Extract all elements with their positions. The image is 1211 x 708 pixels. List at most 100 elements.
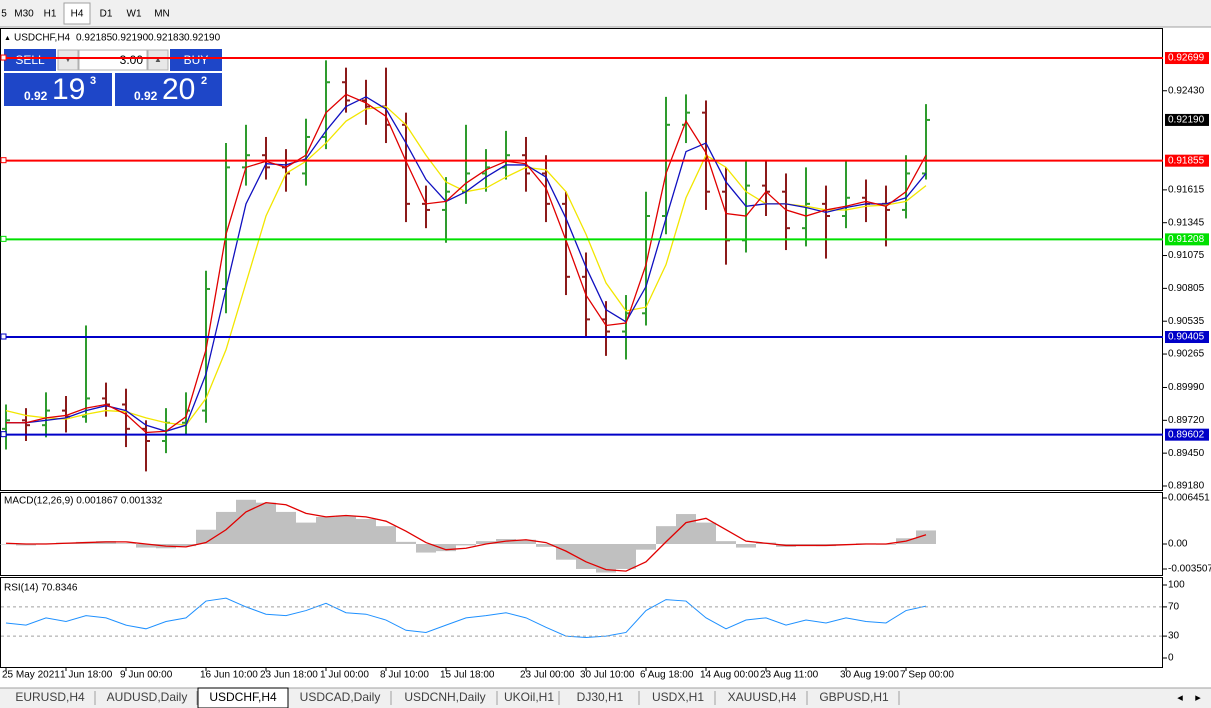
x-tick-label: 1 Jun 18:00 [60, 670, 113, 681]
one-click-trading: SELL ▼ 3.00 ▲ BUY 0.92 19 3 0.92 20 2 [3, 47, 223, 108]
y-tick-label: 0.91075 [1168, 250, 1205, 261]
level-handle [0, 431, 7, 438]
macd-histogram-bar [176, 543, 196, 547]
macd-histogram-bar [256, 502, 276, 544]
buy-label: BUY [184, 53, 209, 67]
bid-main: 19 [52, 73, 85, 106]
buy-button[interactable] [170, 49, 222, 71]
ask-big: 0.92 [134, 89, 158, 103]
x-tick-label: 15 Jul 18:00 [440, 670, 495, 681]
ask-box[interactable] [115, 73, 222, 106]
ask-main: 20 [162, 73, 195, 106]
x-tick-label: 9 Jun 00:00 [120, 670, 173, 681]
lots-down-arrow: ▼ [64, 55, 72, 64]
level-handle [0, 333, 7, 340]
timeframe-button[interactable]: H4 [71, 9, 84, 20]
macd-histogram-bar [436, 543, 456, 552]
toolbar-button-active [63, 2, 91, 25]
y-tick-label: 0.006451 [1168, 493, 1210, 504]
symbol-tab[interactable]: EURUSD,H4 [15, 690, 85, 704]
level-handle [0, 235, 7, 242]
macd-histogram-bar [596, 543, 616, 573]
macd-histogram-bar [636, 543, 656, 550]
plot [2, 60, 930, 472]
sell-button[interactable] [4, 49, 56, 71]
level-label: 0.90405 [1168, 332, 1205, 343]
active-tab-bg [197, 687, 289, 708]
moving-average [6, 93, 927, 434]
x-tick-label: 30 Aug 19:00 [840, 670, 899, 681]
macd-histogram-bar [616, 543, 636, 569]
y-tick-label: 0.00 [1168, 539, 1188, 550]
y-tick-label: 70 [1168, 602, 1180, 613]
macd-histogram-bar [196, 529, 216, 544]
macd-histogram-bar [916, 530, 936, 544]
header-price: 0.92183 [148, 33, 185, 44]
timeframe-button[interactable]: H1 [44, 9, 57, 20]
macd-histogram-bar [376, 526, 396, 544]
symbol-tab[interactable]: AUDUSD,Daily [107, 690, 188, 704]
x-tick-label: 1 Jul 00:00 [320, 670, 369, 681]
timeframe-button[interactable]: MN [154, 9, 170, 20]
toolbar-bg [0, 0, 1211, 27]
symbol-tab[interactable]: USDCHF,H4 [209, 690, 277, 704]
timeframe-button[interactable]: M30 [14, 9, 34, 20]
macd-histogram-bar [536, 543, 556, 547]
symbol-label: USDCHF,H4 [14, 33, 71, 44]
x-tick-label: 8 Jul 10:00 [380, 670, 429, 681]
symbol-tab[interactable]: USDCNH,Daily [404, 690, 485, 704]
header-arrow: ▲ [4, 35, 11, 42]
lots-value: 3.00 [120, 53, 144, 67]
macd-histogram-bar [736, 543, 756, 548]
main-panel-frame [0, 28, 1163, 491]
level-handle [0, 157, 7, 164]
symbol-tab[interactable]: XAUUSD,H4 [728, 690, 797, 704]
y-tick-label: 0 [1168, 653, 1174, 664]
lots-up-arrow: ▲ [154, 55, 162, 64]
symbol-tab[interactable]: GBPUSD,H1 [819, 690, 889, 704]
macd-histogram-bar [476, 541, 496, 544]
level-label: 0.92699 [1168, 53, 1205, 64]
lots-input[interactable] [78, 49, 148, 71]
tab-scroll-right[interactable]: ▸ [1195, 692, 1201, 704]
plot [5, 597, 927, 639]
x-tick-label: 23 Jun 18:00 [260, 670, 318, 681]
x-tick-label: 23 Jul 00:00 [520, 670, 575, 681]
macd-histogram-bar [456, 543, 476, 546]
current-price-label: 0.92190 [1168, 115, 1205, 126]
level-label: 0.89602 [1168, 429, 1205, 440]
macd-histogram-bar [576, 543, 596, 569]
symbol-tab[interactable]: USDX,H1 [652, 690, 704, 704]
level-label-bg [1165, 52, 1209, 65]
symbol-tab[interactable]: USDCAD,Daily [300, 690, 381, 704]
macd-histogram-bar [276, 511, 296, 544]
x-tick-label: 6 Aug 18:00 [640, 670, 694, 681]
macd-histogram-bar [416, 543, 436, 553]
indicator-title: MACD(12,26,9) 0.001867 0.001332 [4, 496, 163, 507]
level-label-bg [1165, 428, 1209, 441]
tab-scroll-left[interactable]: ◂ [1177, 692, 1183, 704]
level-label: 0.91855 [1168, 155, 1205, 166]
x-tick-label: 30 Jul 10:00 [580, 670, 635, 681]
symbol-tab[interactable]: UKOil,H1 [504, 690, 554, 704]
macd-histogram-bar [796, 543, 816, 546]
timeframe-button[interactable]: D1 [100, 9, 113, 20]
level-label-bg [1165, 233, 1209, 246]
timeframe-button[interactable]: 5 [1, 9, 7, 20]
macd-panel-frame [0, 492, 1163, 576]
y-tick-label: 0.92430 [1168, 85, 1205, 96]
bid-small: 3 [90, 75, 96, 87]
timeframe-button[interactable]: W1 [127, 9, 142, 20]
macd-histogram-bar [136, 543, 156, 548]
y-tick-label: 0.89720 [1168, 415, 1205, 426]
bid-box[interactable] [4, 73, 112, 106]
lots-down[interactable] [57, 49, 79, 71]
sell-label: SELL [15, 53, 45, 67]
y-tick-label: 100 [1168, 580, 1185, 591]
macd-histogram-bar [656, 526, 676, 544]
macd-histogram-bar [216, 511, 236, 544]
symbol-tab[interactable]: DJ30,H1 [577, 690, 624, 704]
lots-up[interactable] [147, 49, 169, 71]
current-price-bg [1165, 113, 1209, 126]
